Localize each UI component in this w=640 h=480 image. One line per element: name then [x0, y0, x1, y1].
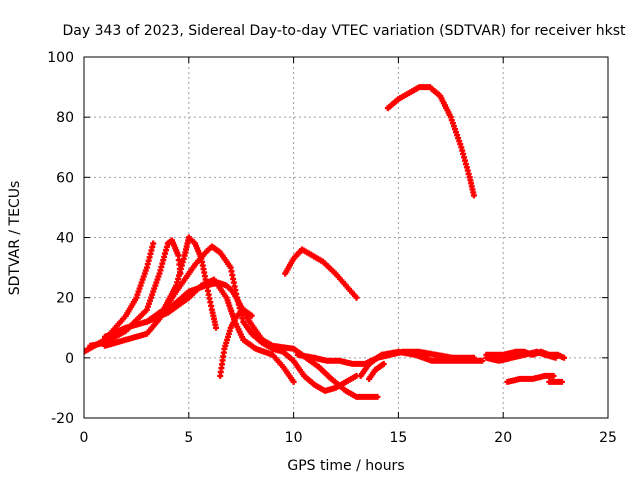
x-tick-label: 25 — [599, 430, 617, 446]
series-track-8 — [282, 246, 360, 301]
x-axis-label: GPS time / hours — [287, 458, 404, 474]
series-track-2 — [87, 237, 184, 349]
y-tick-label: 100 — [47, 50, 74, 66]
y-tick-label: 80 — [56, 110, 74, 126]
x-tick-label: 0 — [80, 430, 89, 446]
x-tick-label: 15 — [389, 430, 407, 446]
series-track-16 — [546, 378, 565, 385]
x-tick-label: 5 — [184, 430, 193, 446]
y-tick-label: -20 — [51, 411, 74, 427]
series-track-12 — [384, 84, 477, 199]
series-track-7 — [217, 306, 255, 379]
x-tick-label: 10 — [285, 430, 303, 446]
data-points — [84, 84, 567, 400]
y-tick-label: 0 — [65, 351, 74, 367]
series-track-3 — [102, 234, 219, 340]
y-tick-label: 20 — [56, 291, 74, 307]
y-tick-label: 40 — [56, 231, 74, 247]
series-track-14 — [483, 348, 559, 364]
chart-title: Day 343 of 2023, Sidereal Day-to-day VTE… — [63, 23, 626, 39]
series-markers — [384, 84, 477, 199]
series-track-11 — [366, 360, 387, 382]
series-track-10 — [357, 348, 486, 379]
y-tick-label: 60 — [56, 170, 74, 186]
series-track-15 — [504, 372, 557, 385]
axis-ticks: 0 5 10 15 20 25 -20 0 20 40 60 80 100 — [47, 50, 617, 446]
y-axis-label: SDTVAR / TECUs — [7, 181, 23, 296]
series-markers — [87, 237, 184, 349]
x-tick-label: 20 — [494, 430, 512, 446]
